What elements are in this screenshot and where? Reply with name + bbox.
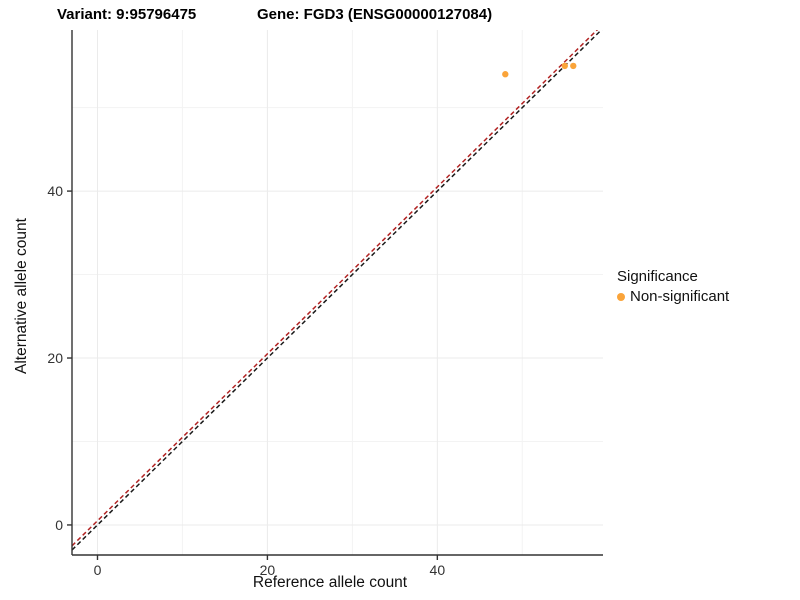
legend: Significance Non-significant [617, 268, 729, 305]
y-tick-label: 0 [55, 517, 63, 533]
legend-item-non-significant: Non-significant [617, 288, 729, 305]
plot-title-variant: Variant: 9:95796475 [57, 6, 197, 23]
y-tick-label: 20 [47, 350, 63, 366]
data-point [570, 62, 577, 70]
x-tick-label: 40 [430, 562, 446, 578]
data-point [502, 71, 509, 78]
identity-line [72, 30, 603, 551]
plot-title-gene: Gene: FGD3 (ENSG00000127084) [257, 6, 493, 23]
x-tick-label: 20 [260, 562, 276, 578]
legend-title: Significance [617, 268, 698, 285]
legend-item-label: Non-significant [630, 288, 730, 305]
legend-point-icon [617, 292, 625, 301]
x-axis-label: Reference allele count [252, 574, 408, 591]
x-tick-label: 0 [94, 562, 102, 578]
y-axis-label: Alternative allele count [13, 218, 30, 374]
data-point [561, 62, 568, 70]
y-tick-label: 40 [47, 183, 63, 199]
expected-line [72, 30, 599, 547]
